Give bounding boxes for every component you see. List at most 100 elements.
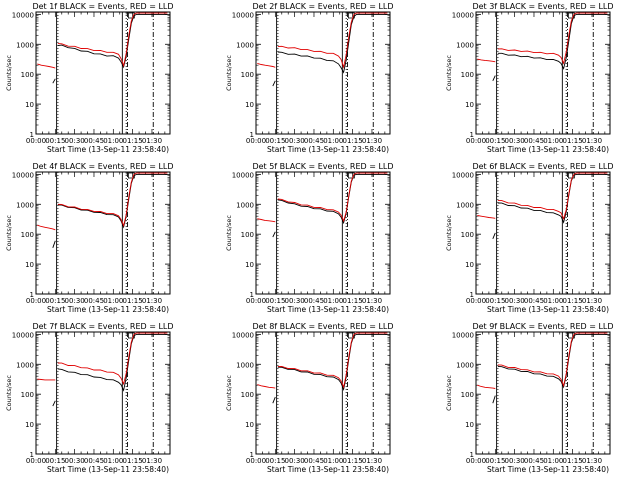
x-axis-label: Start Time (13-Sep-11 23:58:40) xyxy=(267,145,389,154)
x-tick-label: 00:45 xyxy=(304,297,324,305)
y-tick-label: 10 xyxy=(25,101,34,109)
x-tick-label: 00:45 xyxy=(524,297,544,305)
y-tick-label: 1 xyxy=(250,291,254,299)
series-line-events xyxy=(52,13,168,84)
series-line-events xyxy=(272,13,388,87)
x-tick-label: 00:00 xyxy=(466,137,486,145)
plot-frame xyxy=(35,11,171,135)
x-tick-label: 01:30 xyxy=(582,457,602,465)
x-tick-label: 01:15 xyxy=(123,137,143,145)
y-tick-label: 100 xyxy=(241,391,254,399)
y-tick-label: 10000 xyxy=(452,331,474,339)
x-tick-label: 00:30 xyxy=(505,457,525,465)
y-tick-label: 1000 xyxy=(456,41,474,49)
x-tick-label: 00:30 xyxy=(505,137,525,145)
x-tick-label: 01:30 xyxy=(362,297,382,305)
y-tick-label: 100 xyxy=(241,231,254,239)
y-tick-label: 1 xyxy=(470,291,474,299)
x-tick-label: 01:00 xyxy=(323,457,343,465)
x-tick-label: 00:00 xyxy=(466,457,486,465)
panel-det-1: Det 1f BLACK = Events, RED = LLD 1 10 100 10… xyxy=(5,2,174,154)
panel-title: Det 1f BLACK = Events, RED = LLD xyxy=(32,2,173,11)
panel-det-4: Det 4f BLACK = Events, RED = LLD 1 10 100 10… xyxy=(5,162,174,314)
data-group xyxy=(257,12,388,87)
x-tick-label: 01:15 xyxy=(563,297,583,305)
series-line-events xyxy=(272,173,388,238)
x-tick-label: 01:30 xyxy=(142,137,162,145)
panel-title: Det 8f BLACK = Events, RED = LLD xyxy=(252,322,393,331)
y-tick-label: 100 xyxy=(461,71,474,79)
x-tick-label: 00:45 xyxy=(524,457,544,465)
series-line-events xyxy=(52,333,168,407)
y-tick-label: 10 xyxy=(465,421,474,429)
panel-det-6: Det 6f BLACK = Events, RED = LLD 1 10 100 10… xyxy=(445,162,614,314)
panel-det-3: Det 3f BLACK = Events, RED = LLD 1 10 100 10… xyxy=(445,2,614,154)
y-tick-label: 100 xyxy=(21,231,34,239)
x-tick-label: 00:45 xyxy=(524,137,544,145)
x-tick-label: 01:00 xyxy=(543,297,563,305)
data-group xyxy=(257,172,388,238)
series-line-lld xyxy=(257,12,388,69)
x-tick-label: 00:30 xyxy=(285,297,305,305)
x-tick-label: 00:15 xyxy=(45,297,65,305)
x-tick-label: 00:30 xyxy=(505,297,525,305)
y-tick-label: 1000 xyxy=(236,361,254,369)
series-line-events xyxy=(492,173,608,239)
y-tick-label: 10 xyxy=(245,421,254,429)
data-group xyxy=(477,172,608,239)
y-tick-label: 100 xyxy=(21,391,34,399)
y-tick-label: 1000 xyxy=(16,41,34,49)
x-tick-label: 01:15 xyxy=(343,137,363,145)
x-axis-label: Start Time (13-Sep-11 23:58:40) xyxy=(267,465,389,474)
x-tick-label: 00:15 xyxy=(45,457,65,465)
x-tick-label: 01:30 xyxy=(142,457,162,465)
x-tick-label: 01:30 xyxy=(362,457,382,465)
series-line-lld xyxy=(477,12,608,65)
series-line-lld xyxy=(37,332,168,386)
y-tick-label: 10000 xyxy=(12,171,34,179)
x-tick-label: 01:15 xyxy=(343,297,363,305)
y-axis-label: Counts/sec xyxy=(445,55,453,91)
x-tick-label: 00:00 xyxy=(246,297,266,305)
x-tick-label: 00:15 xyxy=(485,297,505,305)
y-tick-label: 1 xyxy=(470,131,474,139)
y-tick-label: 1 xyxy=(470,451,474,459)
y-tick-label: 100 xyxy=(461,391,474,399)
x-tick-label: 01:30 xyxy=(142,297,162,305)
x-tick-label: 01:00 xyxy=(103,457,123,465)
x-tick-label: 01:00 xyxy=(543,137,563,145)
x-tick-label: 00:00 xyxy=(246,457,266,465)
y-tick-label: 10000 xyxy=(232,331,254,339)
peak-marker xyxy=(347,12,355,19)
series-line-lld xyxy=(257,332,388,389)
y-axis-label: Counts/sec xyxy=(5,55,13,91)
x-axis-label: Start Time (13-Sep-11 23:58:40) xyxy=(267,305,389,314)
plot-frame xyxy=(35,331,171,455)
data-group xyxy=(37,172,168,248)
y-tick-label: 1000 xyxy=(16,201,34,209)
y-axis-label: Counts/sec xyxy=(5,215,13,251)
y-tick-label: 100 xyxy=(461,231,474,239)
x-tick-label: 00:30 xyxy=(65,297,85,305)
panel-det-7: Det 7f BLACK = Events, RED = LLD 1 10 100 10… xyxy=(5,322,174,474)
data-group xyxy=(37,12,168,84)
x-tick-label: 00:30 xyxy=(285,137,305,145)
data-group xyxy=(477,12,608,81)
panel-title: Det 2f BLACK = Events, RED = LLD xyxy=(252,2,393,11)
series-line-lld xyxy=(257,172,388,223)
x-tick-label: 01:30 xyxy=(362,137,382,145)
y-tick-label: 10000 xyxy=(12,331,34,339)
y-tick-label: 1000 xyxy=(456,361,474,369)
plot-frame xyxy=(255,331,391,455)
y-tick-label: 10000 xyxy=(12,11,34,19)
x-tick-label: 00:15 xyxy=(265,297,285,305)
y-axis-label: Counts/sec xyxy=(225,215,233,251)
x-axis-label: Start Time (13-Sep-11 23:58:40) xyxy=(47,145,169,154)
panel-title: Det 4f BLACK = Events, RED = LLD xyxy=(32,162,173,171)
y-tick-label: 1000 xyxy=(16,361,34,369)
x-tick-label: 01:30 xyxy=(582,297,602,305)
data-group xyxy=(477,332,608,404)
y-axis-label: Counts/sec xyxy=(225,375,233,411)
y-tick-label: 10000 xyxy=(452,171,474,179)
x-tick-label: 00:00 xyxy=(26,457,46,465)
